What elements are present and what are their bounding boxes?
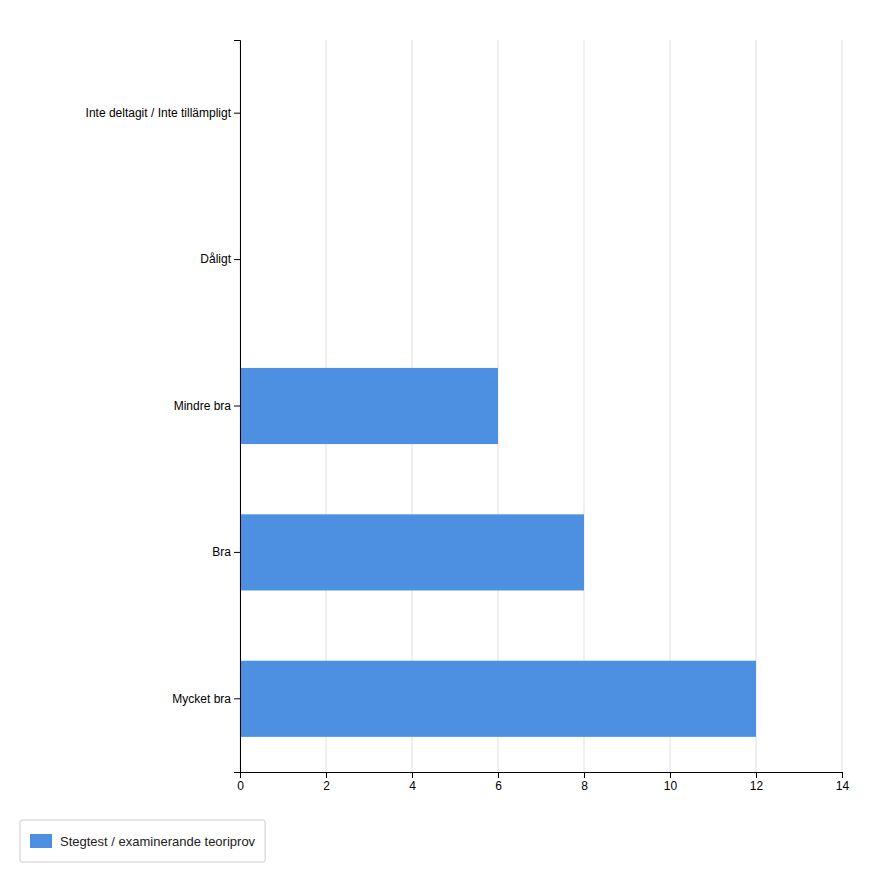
grid bbox=[240, 40, 842, 772]
x-tick: 4 bbox=[409, 772, 416, 793]
x-tick: 12 bbox=[750, 772, 764, 793]
y-tick-mark bbox=[234, 259, 240, 260]
plot: 0 2 4 6 8 10 12 14 Mycket bra Bra Mindre bra Dåligt… bbox=[86, 40, 850, 793]
legend: Stegtest / examinerande teoriprov bbox=[20, 820, 265, 862]
legend-swatch bbox=[30, 834, 52, 848]
x-tick-mark bbox=[498, 772, 499, 778]
y-axis-line bbox=[234, 41, 241, 773]
x-tick-mark bbox=[842, 772, 843, 778]
x-tick-label: 2 bbox=[323, 779, 330, 793]
x-tick-mark bbox=[756, 772, 757, 778]
y-tick-label: Bra bbox=[212, 545, 231, 559]
x-tick-label: 4 bbox=[409, 779, 416, 793]
x-tick: 2 bbox=[323, 772, 330, 793]
grid-line bbox=[842, 40, 843, 772]
y-tick-mark bbox=[234, 113, 240, 114]
bars bbox=[240, 368, 756, 737]
x-tick-label: 8 bbox=[581, 779, 588, 793]
x-tick: 10 bbox=[664, 772, 678, 793]
x-tick: 8 bbox=[581, 772, 588, 793]
x-tick-label: 10 bbox=[664, 779, 678, 793]
y-tick: Mycket bra bbox=[172, 692, 240, 706]
x-tick-label: 0 bbox=[237, 779, 244, 793]
legend-label: Stegtest / examinerande teoriprov bbox=[60, 834, 256, 849]
x-axis: 0 2 4 6 8 10 12 14 bbox=[237, 772, 849, 793]
x-tick-mark bbox=[584, 772, 585, 778]
x-tick-label: 12 bbox=[750, 779, 764, 793]
y-tick-label: Mindre bra bbox=[174, 399, 232, 413]
y-axis: Mycket bra Bra Mindre bra Dåligt Inte deltag… bbox=[86, 41, 241, 773]
legend-box bbox=[20, 820, 265, 862]
bar bbox=[240, 368, 498, 444]
y-tick: Bra bbox=[212, 545, 240, 559]
y-tick-label: Inte deltagit / Inte tillämpligt bbox=[86, 106, 232, 120]
bar bbox=[240, 514, 584, 590]
x-tick-label: 14 bbox=[836, 779, 850, 793]
y-tick-mark bbox=[234, 698, 240, 699]
x-tick: 14 bbox=[836, 772, 850, 793]
y-tick-mark bbox=[234, 406, 240, 407]
y-tick-label: Dåligt bbox=[200, 252, 231, 266]
legend-item: Stegtest / examinerande teoriprov bbox=[30, 834, 256, 849]
y-tick-mark bbox=[234, 552, 240, 553]
y-tick: Inte deltagit / Inte tillämpligt bbox=[86, 106, 240, 120]
y-tick: Mindre bra bbox=[174, 399, 240, 413]
x-axis-line bbox=[241, 773, 843, 779]
x-tick-mark bbox=[412, 772, 413, 778]
chart: 0 2 4 6 8 10 12 14 Mycket bra Bra Mindre bra Dåligt… bbox=[0, 0, 882, 882]
x-tick: 6 bbox=[495, 772, 502, 793]
x-tick-label: 6 bbox=[495, 779, 502, 793]
y-tick-label: Mycket bra bbox=[172, 692, 231, 706]
x-tick-mark bbox=[326, 772, 327, 778]
bar bbox=[240, 661, 756, 737]
x-tick: 0 bbox=[237, 772, 244, 793]
y-tick: Dåligt bbox=[200, 252, 240, 266]
x-tick-mark bbox=[670, 772, 671, 778]
